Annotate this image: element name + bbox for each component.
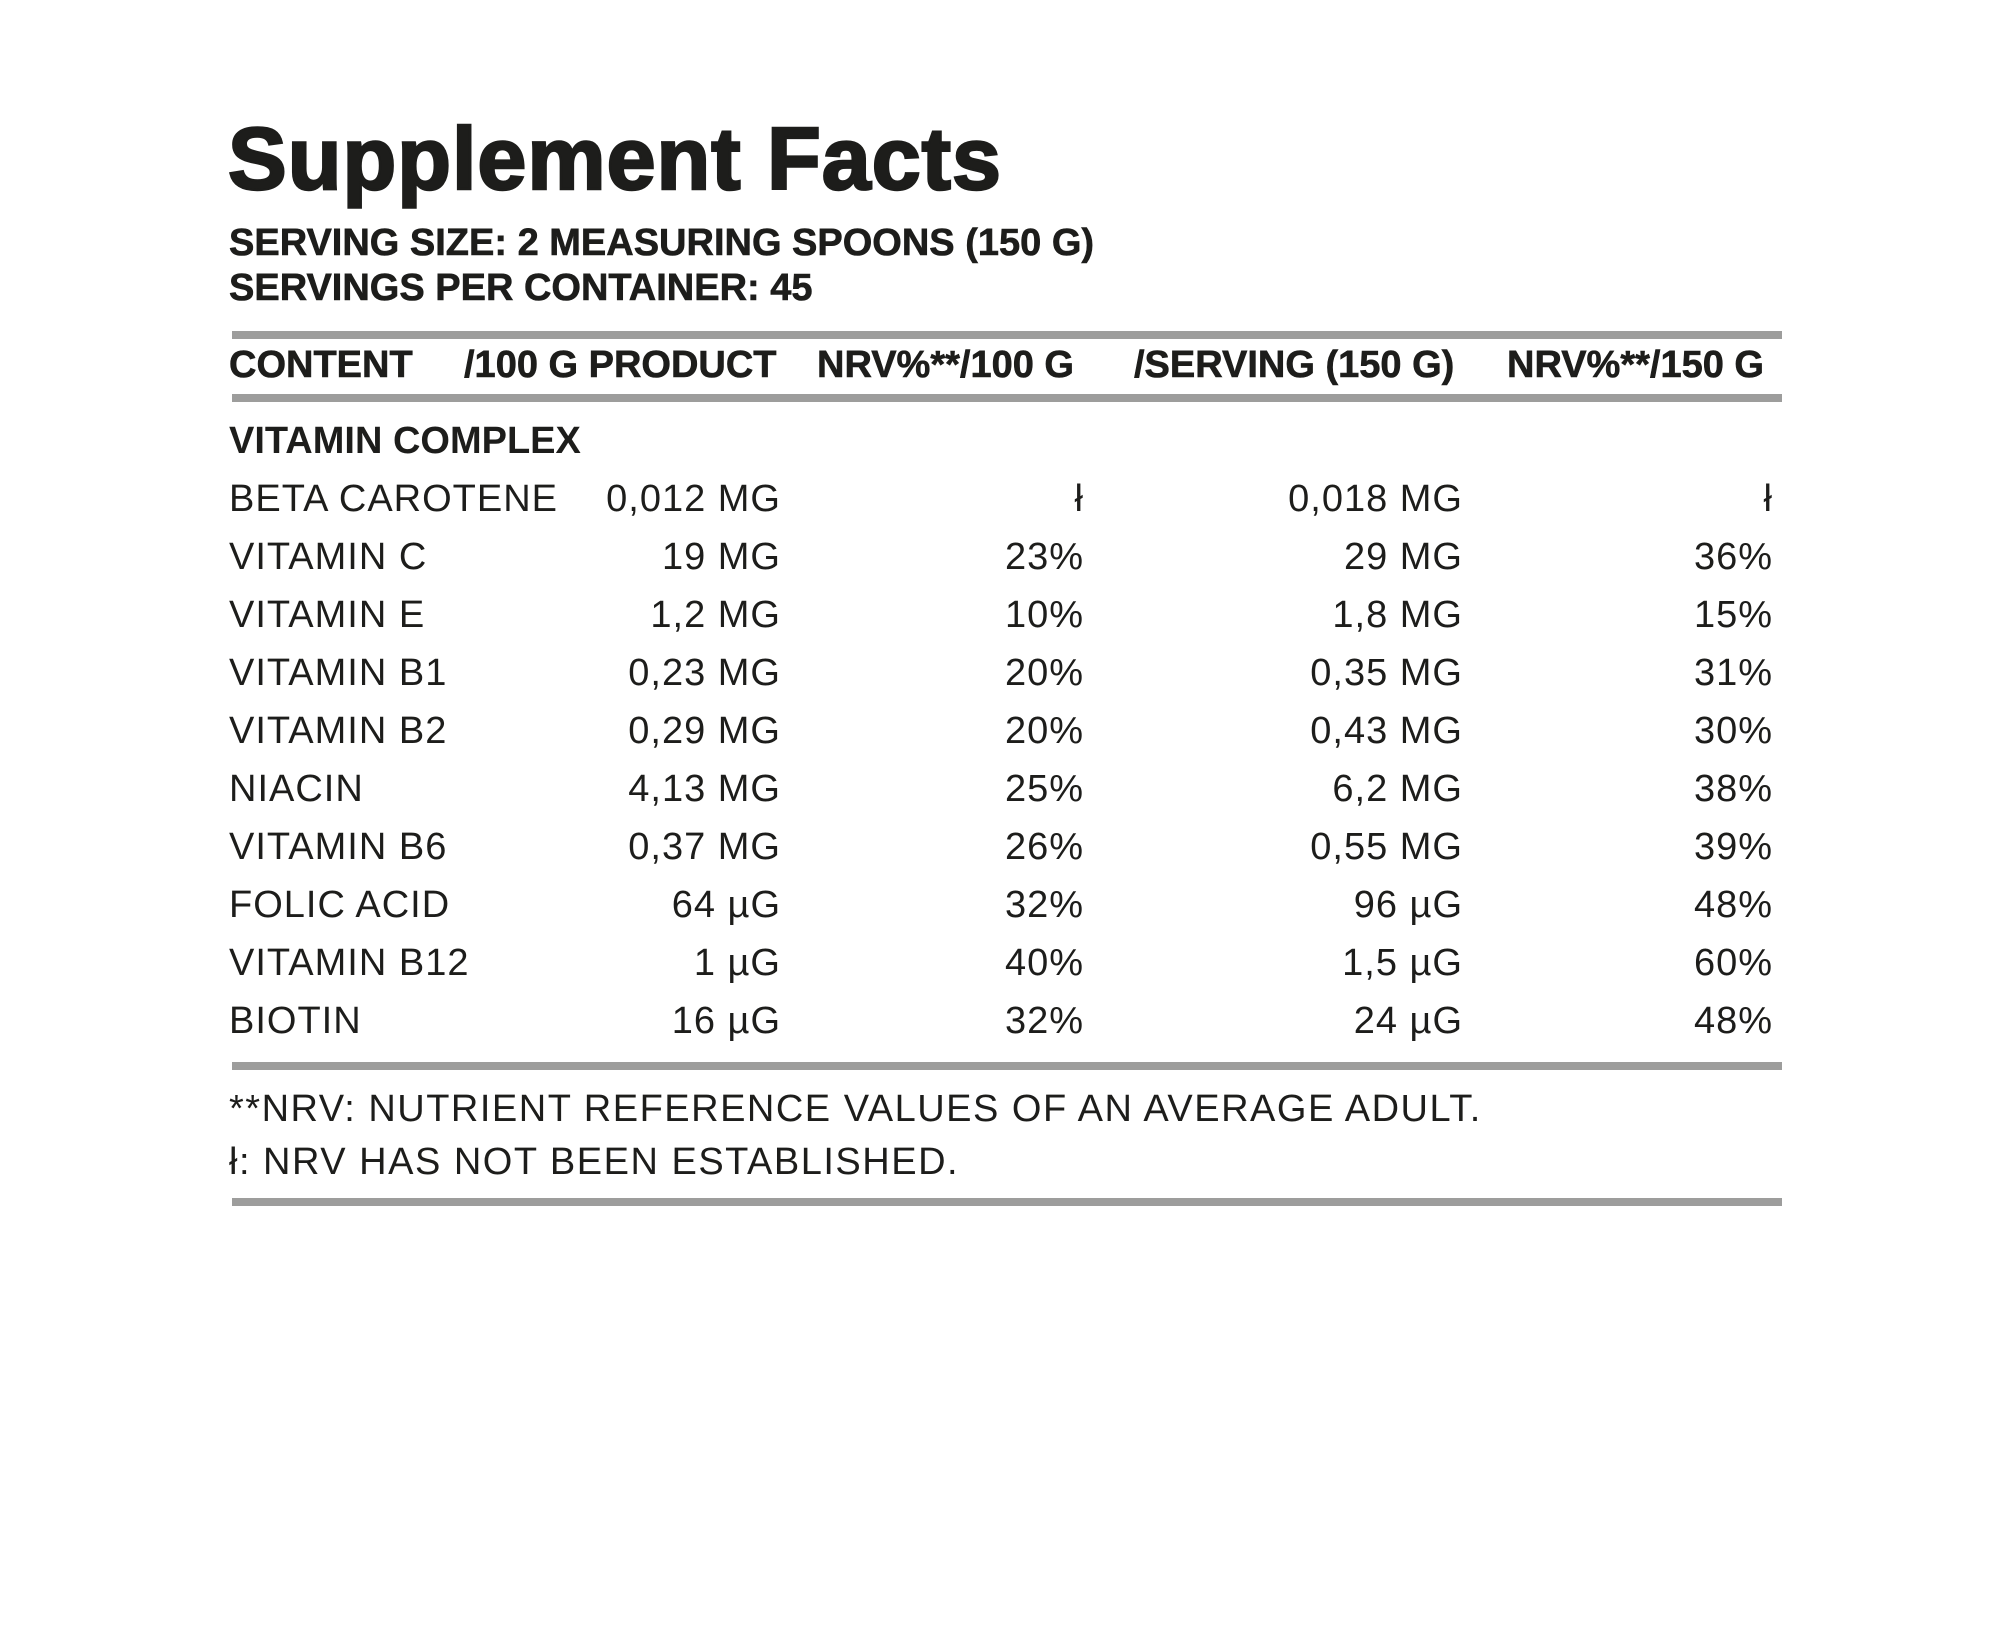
nutrient-name: VITAMIN B12: [229, 942, 470, 984]
nutrient-value: 39%: [1693, 826, 1773, 868]
nutrient-value: 16 µG: [671, 1000, 781, 1042]
table-row: VITAMIN B6 0,37 MG 26% 0,55 MG 39%: [229, 826, 1781, 876]
nutrient-name: VITAMIN B1: [229, 652, 448, 694]
nutrient-name: VITAMIN E: [229, 594, 426, 636]
nutrient-value: 48%: [1693, 884, 1773, 926]
nutrient-value: 60%: [1693, 942, 1773, 984]
serving-size: SERVING SIZE: 2 MEASURING SPOONS (150 G): [229, 222, 1095, 265]
nutrient-value: 24 µG: [1353, 1000, 1463, 1042]
page-title: Supplement Facts: [227, 108, 1002, 210]
nutrient-name: BIOTIN: [229, 1000, 362, 1042]
nutrient-value: 25%: [1004, 768, 1084, 810]
table-row: VITAMIN C 19 MG 23% 29 MG 36%: [229, 536, 1781, 586]
nutrient-value: 32%: [1004, 884, 1084, 926]
column-header: /SERVING (150 G): [1134, 344, 1455, 387]
nutrient-name: VITAMIN C: [229, 536, 428, 578]
nutrient-value: 0,55 MG: [1310, 826, 1463, 868]
nutrient-value: 40%: [1004, 942, 1084, 984]
nutrient-value: 4,13 MG: [628, 768, 781, 810]
nutrient-value: ł: [1763, 478, 1773, 520]
nutrient-value: 0,29 MG: [628, 710, 781, 752]
nutrient-value: 32%: [1004, 1000, 1084, 1042]
nutrient-value: 38%: [1693, 768, 1773, 810]
nutrient-value: 0,018 MG: [1288, 478, 1463, 520]
divider: [232, 1198, 1782, 1206]
nutrient-value: 26%: [1004, 826, 1084, 868]
divider: [232, 331, 1782, 339]
table-row: BIOTIN 16 µG 32% 24 µG 48%: [229, 1000, 1781, 1050]
footnote: **NRV: NUTRIENT REFERENCE VALUES OF AN A…: [229, 1088, 1482, 1130]
table-row: VITAMIN B12 1 µG 40% 1,5 µG 60%: [229, 942, 1781, 992]
table-row: NIACIN 4,13 MG 25% 6,2 MG 38%: [229, 768, 1781, 818]
nutrient-value: 0,37 MG: [628, 826, 781, 868]
nutrient-value: 20%: [1004, 652, 1084, 694]
nutrient-name: VITAMIN B2: [229, 710, 448, 752]
nutrient-value: 29 MG: [1343, 536, 1463, 578]
divider: [232, 394, 1782, 402]
nutrient-value: 6,2 MG: [1332, 768, 1463, 810]
nutrient-name: BETA CAROTENE: [229, 478, 559, 520]
table-row: BETA CAROTENE 0,012 MG ł 0,018 MG ł: [229, 478, 1781, 528]
nutrient-value: 31%: [1693, 652, 1773, 694]
nutrient-value: 23%: [1004, 536, 1084, 578]
nutrient-value: 1,5 µG: [1342, 942, 1463, 984]
nutrient-value: 30%: [1693, 710, 1773, 752]
servings-per-container: SERVINGS PER CONTAINER: 45: [229, 267, 813, 310]
nutrient-value: 0,23 MG: [628, 652, 781, 694]
table-row: VITAMIN B2 0,29 MG 20% 0,43 MG 30%: [229, 710, 1781, 760]
nutrient-value: 1,2 MG: [650, 594, 781, 636]
footnote: ł: NRV HAS NOT BEEN ESTABLISHED.: [229, 1141, 960, 1183]
nutrient-value: 19 MG: [661, 536, 781, 578]
nutrient-name: NIACIN: [229, 768, 364, 810]
nutrient-value: ł: [1074, 478, 1084, 520]
nutrient-value: 1,8 MG: [1332, 594, 1463, 636]
column-header: NRV%**/150 G: [1507, 344, 1765, 387]
nutrient-value: 48%: [1693, 1000, 1773, 1042]
section-heading: VITAMIN COMPLEX: [229, 420, 581, 462]
nutrient-value: 0,43 MG: [1310, 710, 1463, 752]
column-header: /100 G PRODUCT: [464, 344, 777, 387]
nutrient-value: 96 µG: [1353, 884, 1463, 926]
divider: [232, 1062, 1782, 1070]
nutrient-value: 20%: [1004, 710, 1084, 752]
nutrient-value: 10%: [1004, 594, 1084, 636]
nutrient-name: FOLIC ACID: [229, 884, 451, 926]
nutrient-value: 15%: [1693, 594, 1773, 636]
nutrient-value: 64 µG: [671, 884, 781, 926]
table-row: VITAMIN E 1,2 MG 10% 1,8 MG 15%: [229, 594, 1781, 644]
column-header: NRV%**/100 G: [817, 344, 1075, 387]
nutrient-value: 0,012 MG: [606, 478, 781, 520]
nutrient-value: 0,35 MG: [1310, 652, 1463, 694]
nutrient-value: 36%: [1693, 536, 1773, 578]
table-row: VITAMIN B1 0,23 MG 20% 0,35 MG 31%: [229, 652, 1781, 702]
column-header: CONTENT: [229, 344, 413, 387]
table-header: CONTENT /100 G PRODUCT NRV%**/100 G /SER…: [229, 344, 1781, 392]
nutrient-value: 1 µG: [693, 942, 781, 984]
table-row: FOLIC ACID 64 µG 32% 96 µG 48%: [229, 884, 1781, 934]
nutrient-name: VITAMIN B6: [229, 826, 448, 868]
